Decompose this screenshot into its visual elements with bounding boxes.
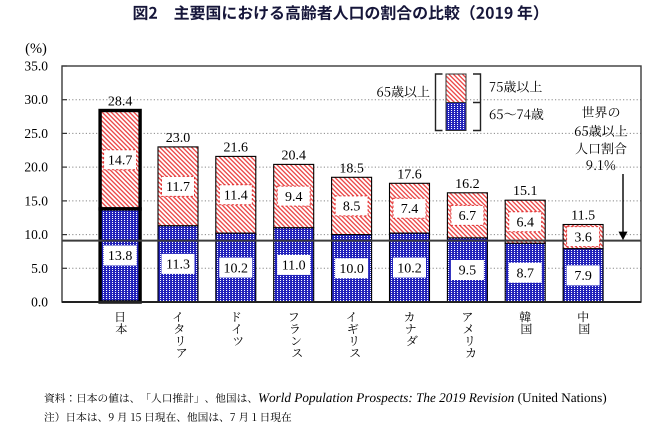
svg-text:3.6: 3.6 — [574, 230, 592, 245]
svg-text:21.6: 21.6 — [224, 140, 249, 155]
svg-text:0.0: 0.0 — [31, 295, 48, 310]
svg-text:11.7: 11.7 — [166, 180, 190, 195]
svg-text:13.8: 13.8 — [108, 249, 133, 264]
svg-text:7.4: 7.4 — [401, 202, 419, 217]
svg-text:11.0: 11.0 — [282, 259, 306, 274]
svg-text:28.4: 28.4 — [108, 95, 133, 110]
svg-text:5.0: 5.0 — [31, 261, 48, 276]
svg-text:11.3: 11.3 — [166, 258, 190, 273]
svg-text:10.2: 10.2 — [224, 261, 249, 276]
svg-text:15.1: 15.1 — [513, 184, 538, 199]
svg-text:11.5: 11.5 — [571, 209, 595, 224]
svg-text:8.5: 8.5 — [343, 200, 361, 215]
svg-text:18.5: 18.5 — [339, 161, 364, 176]
svg-text:6.7: 6.7 — [459, 209, 477, 224]
svg-text:10.2: 10.2 — [397, 261, 422, 276]
svg-text:(%): (%) — [25, 41, 47, 57]
svg-text:11.4: 11.4 — [224, 189, 248, 204]
svg-text:9.5: 9.5 — [459, 264, 477, 279]
svg-text:7.9: 7.9 — [574, 269, 592, 284]
svg-text:9.4: 9.4 — [285, 190, 303, 205]
svg-text:10.0: 10.0 — [24, 227, 48, 242]
svg-text:20.0: 20.0 — [24, 160, 48, 175]
svg-text:35.0: 35.0 — [24, 59, 48, 74]
svg-text:25.0: 25.0 — [24, 126, 48, 141]
svg-text:17.6: 17.6 — [397, 167, 422, 182]
svg-text:6.4: 6.4 — [516, 216, 534, 231]
svg-text:20.4: 20.4 — [281, 148, 306, 163]
svg-text:14.7: 14.7 — [108, 153, 133, 168]
svg-text:10.0: 10.0 — [339, 262, 364, 277]
svg-text:23.0: 23.0 — [166, 131, 191, 146]
svg-text:15.0: 15.0 — [24, 193, 48, 208]
svg-text:30.0: 30.0 — [24, 92, 48, 107]
svg-text:16.2: 16.2 — [455, 177, 480, 192]
svg-text:8.7: 8.7 — [516, 266, 534, 281]
